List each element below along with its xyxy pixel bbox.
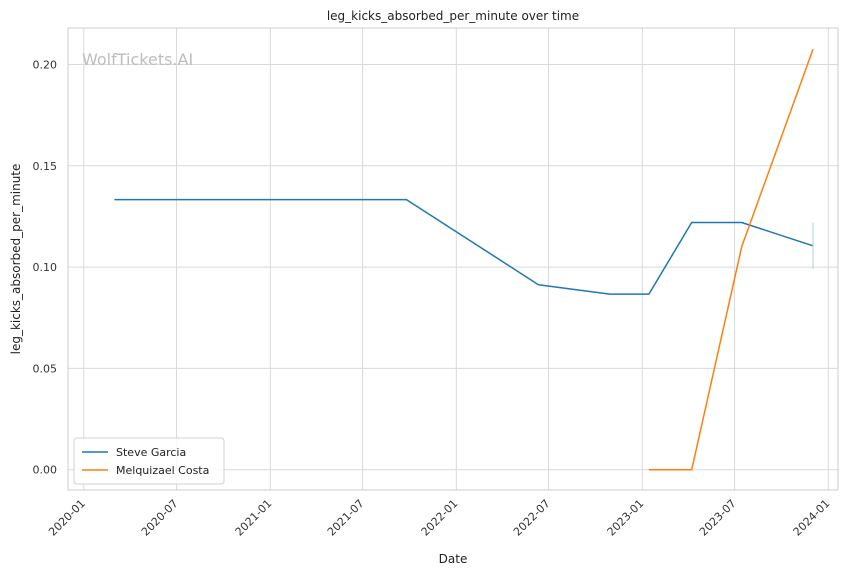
grid-lines: [68, 28, 838, 490]
chart-title: leg_kicks_absorbed_per_minute over time: [327, 9, 579, 23]
y-axis-tick-labels: 0.00 0.05 0.10 0.15 0.20: [33, 58, 58, 476]
steve-garcia-series-line: [114, 198, 814, 295]
series-lines: [114, 49, 814, 471]
y-tick-label: 0.20: [33, 58, 58, 71]
y-tick-label: 0.10: [33, 261, 58, 274]
y-tick-label: 0.05: [33, 362, 58, 375]
legend: Steve Garcia Melquizael Costa: [73, 437, 225, 485]
plot-area-frame: [67, 27, 839, 491]
x-axis-title: Date: [439, 552, 468, 566]
legend-label: Steve Garcia: [116, 446, 186, 459]
watermark-text: WolfTickets.AI: [82, 50, 193, 69]
y-tick-label: 0.15: [33, 160, 58, 173]
melquizael-costa-series-line: [648, 49, 814, 471]
legend-box: [73, 437, 225, 485]
y-tick-label: 0.00: [33, 464, 58, 477]
legend-label: Melquizael Costa: [116, 464, 209, 477]
y-axis-title: leg_kicks_absorbed_per_minute: [9, 164, 23, 355]
